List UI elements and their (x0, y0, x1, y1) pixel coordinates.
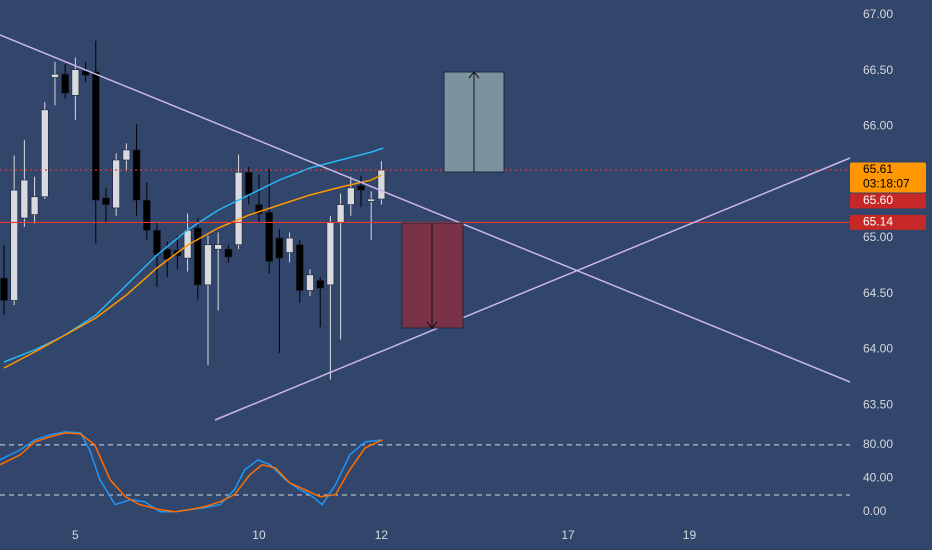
x-tick-label: 17 (561, 528, 575, 542)
price-label-box (850, 193, 926, 209)
trend-line (0, 34, 851, 383)
candle-body (142, 199, 151, 231)
price-label: 65.14 (863, 215, 893, 229)
candle-body (275, 237, 284, 259)
price-label-timer: 03:18:07 (863, 177, 910, 191)
candle-body (122, 149, 131, 161)
price-label-box (850, 214, 926, 230)
y-tick-label: 0.00 (863, 504, 887, 518)
candle-body (285, 237, 294, 253)
candle-body (224, 248, 233, 258)
price-label-box (850, 162, 926, 193)
candle-body (163, 248, 171, 260)
candle-body (336, 204, 345, 223)
trend-line (214, 157, 851, 421)
candle-body (326, 222, 335, 286)
y-tick-label: 66.50 (863, 63, 893, 77)
candle-body (316, 280, 324, 289)
candle-body (61, 73, 69, 94)
y-tick-label: 64.00 (863, 342, 893, 356)
x-tick-label: 10 (252, 528, 266, 542)
x-tick-label: 12 (375, 528, 389, 542)
y-tick-label: 66.00 (863, 119, 893, 133)
candle-body (244, 171, 253, 195)
candle-body (295, 244, 304, 291)
candle-body (153, 229, 161, 256)
y-tick-label: 63.50 (863, 397, 893, 411)
price-label: 65.61 (863, 162, 893, 176)
candle-body (10, 189, 18, 301)
candle-body (367, 198, 375, 202)
candle-body (91, 71, 100, 201)
drawings (0, 34, 851, 421)
candle-body (214, 244, 222, 250)
line-series (0, 432, 383, 513)
candle-body (51, 73, 59, 78)
candle-body (0, 277, 8, 301)
y-tick-label: 64.50 (863, 286, 893, 300)
candle-body (265, 212, 273, 262)
x-tick-label: 19 (683, 528, 697, 542)
candle-body (71, 69, 80, 96)
candle-body (357, 185, 365, 191)
candle-body (346, 187, 355, 205)
candle-body (30, 196, 39, 215)
candle-body (81, 70, 90, 76)
x-tick-label: 5 (72, 528, 79, 542)
y-tick-label: 40.00 (863, 470, 893, 484)
candle-body (132, 149, 141, 201)
arrow-head (468, 71, 480, 79)
candle-body (204, 244, 212, 286)
overlay-layer: 67.00 66.50 66.00 65.00 64.50 64.00 63.50 65.61… (72, 7, 926, 542)
candle-body (255, 204, 263, 214)
candle-body (377, 169, 386, 200)
price-label: 65.60 (863, 193, 893, 207)
candle-body (306, 274, 314, 291)
candle-layer (0, 40, 850, 513)
y-tick-label: 67.00 (863, 7, 893, 21)
line-series (3, 174, 382, 369)
y-tick-label: 80.00 (863, 437, 893, 451)
arrow-head (426, 321, 438, 329)
candle-body (234, 171, 243, 246)
y-tick-label: 65.00 (863, 230, 893, 244)
candle-body (102, 197, 110, 205)
candle-body (112, 159, 120, 209)
candle-body (20, 179, 29, 219)
candle-body (40, 109, 49, 198)
candle-body (193, 227, 202, 286)
